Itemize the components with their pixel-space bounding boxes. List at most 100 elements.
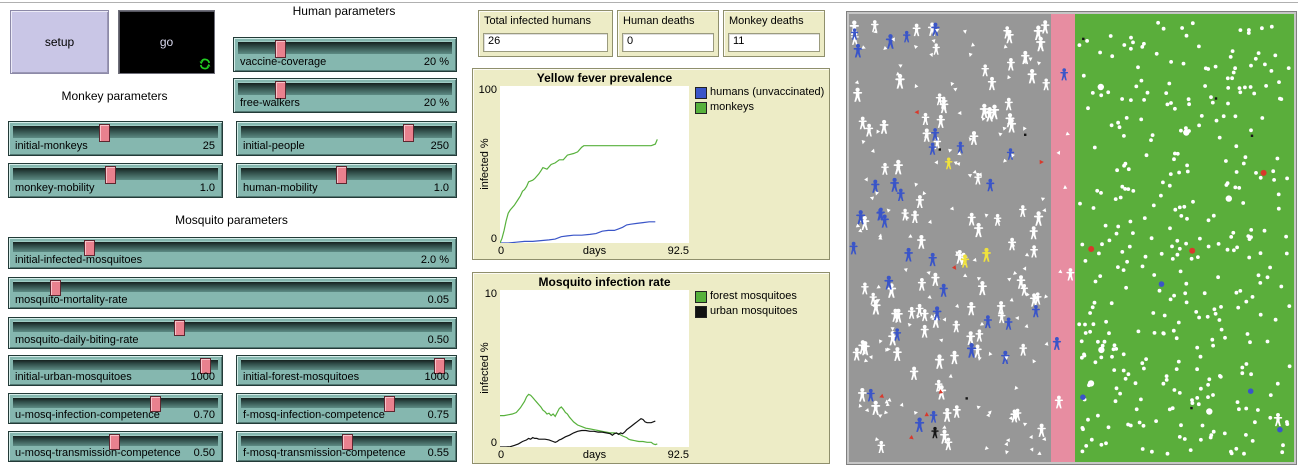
slider-handle[interactable] (109, 434, 120, 450)
agent-mosquito (1198, 236, 1202, 241)
slider-mosquito-mortality-rate[interactable]: mosquito-mortality-rate 0.05 (8, 277, 457, 309)
agent-person-white (993, 213, 1002, 226)
slider-handle[interactable] (99, 124, 110, 142)
slider-f-mosq-infection-competence[interactable]: f-mosq-infection-competence 0.75 (236, 393, 457, 424)
agent-mosquito (1077, 322, 1082, 327)
agent-infected-mosquito (951, 265, 958, 272)
agent-mosquito (1088, 311, 1092, 315)
legend-swatch (695, 101, 707, 114)
agent-mosquito (1122, 134, 1126, 138)
agent-mosquito (1080, 242, 1085, 247)
slider-handle[interactable] (384, 396, 395, 412)
agent-mosquito (1024, 252, 1031, 259)
plot-title: Yellow fever prevalence (536, 71, 673, 85)
agent-mosquito (1181, 61, 1186, 66)
agent-mosquito (1285, 422, 1290, 426)
agent-mosquito (1168, 226, 1172, 231)
x-axis-tick-min: 0 (498, 245, 505, 257)
agent-person-white (871, 400, 881, 415)
agent-mosquito (1186, 97, 1191, 102)
slider-label: u-mosq-transmission-competence (15, 447, 181, 459)
agent-mosquito (1030, 358, 1037, 364)
slider-handle[interactable] (275, 40, 286, 58)
slider-initial-infected-mosquitoes[interactable]: initial-infected-mosquitoes 2.0 % (8, 237, 457, 269)
slider-initial-urban-mosquitoes[interactable]: initial-urban-mosquitoes 1000 (8, 355, 223, 386)
agent-monkey-blue (1158, 281, 1165, 287)
agent-mosquito (1170, 244, 1174, 249)
agent-mosquito (1113, 399, 1118, 404)
slider-mosquito-daily-biting-rate[interactable]: mosquito-daily-biting-rate 0.50 (8, 317, 457, 349)
agent-mosquito (881, 46, 888, 52)
agent-mosquito (1242, 451, 1246, 456)
slider-handle[interactable] (150, 396, 161, 412)
slider-handle[interactable] (275, 81, 286, 99)
agent-mosquito (1116, 224, 1121, 229)
slider-monkey-mobility[interactable]: monkey-mobility 1.0 (8, 163, 223, 198)
slider-handle[interactable] (434, 358, 445, 374)
agent-mosquito (1187, 102, 1191, 107)
slider-handle[interactable] (84, 240, 95, 256)
agent-mosquito (1065, 131, 1071, 137)
slider-track[interactable] (13, 359, 218, 370)
slider-track[interactable] (13, 397, 218, 408)
agent-mosquito (1134, 84, 1139, 89)
slider-track[interactable] (13, 125, 218, 138)
slider-track[interactable] (13, 241, 452, 252)
agent-person-white (1066, 268, 1075, 281)
agent-mosquito (1099, 442, 1104, 447)
go-button[interactable]: go (118, 10, 215, 74)
agent-mosquito (886, 347, 891, 352)
agent-monkey (1225, 195, 1232, 202)
agent-mosquito (1140, 264, 1145, 269)
slider-label: f-mosq-infection-competence (243, 409, 385, 421)
slider-handle[interactable] (403, 124, 414, 142)
slider-free-walkers[interactable]: free-walkers 20 % (233, 78, 457, 113)
agent-mosquito (1225, 247, 1230, 252)
slider-vaccine-coverage[interactable]: vaccine-coverage 20 % (233, 37, 457, 72)
plot-yellow-fever-prevalence: Yellow fever prevalence 100 0 infected %… (472, 68, 830, 260)
setup-button-label: setup (44, 35, 75, 49)
slider-handle[interactable] (50, 280, 61, 296)
legend-label: forest mosquitoes (710, 290, 797, 302)
agent-mosquito (1170, 406, 1175, 411)
agent-mosquito (1167, 183, 1172, 188)
slider-f-mosq-transmission-competence[interactable]: f-mosq-transmission-competence 0.55 (236, 431, 457, 462)
agent-mosquito (1112, 368, 1117, 372)
slider-u-mosq-transmission-competence[interactable]: u-mosq-transmission-competence 0.50 (8, 431, 223, 462)
agent-mosquito (864, 358, 869, 364)
agent-mosquito (1205, 314, 1210, 319)
slider-initial-people[interactable]: initial-people 250 (236, 121, 457, 156)
slider-handle[interactable] (336, 166, 347, 184)
setup-button[interactable]: setup (10, 10, 109, 74)
slider-handle[interactable] (342, 434, 353, 450)
agent-mosquito (1173, 106, 1177, 111)
legend-item: urban mosquitoes (695, 304, 797, 319)
agent-monkey (1087, 380, 1095, 387)
slider-human-mobility[interactable]: human-mobility 1.0 (236, 163, 457, 198)
agent-mosquito (1258, 281, 1263, 285)
slider-u-mosq-infection-competence[interactable]: u-mosq-infection-competence 0.70 (8, 393, 223, 424)
slider-handle[interactable] (200, 358, 211, 374)
slider-handle[interactable] (105, 166, 116, 184)
slider-track[interactable] (13, 321, 452, 332)
agent-mosquito (1199, 114, 1204, 118)
slider-handle[interactable] (174, 320, 185, 336)
agent-mosquito (997, 130, 1003, 137)
slider-value: 2.0 % (420, 254, 449, 266)
slider-initial-monkeys[interactable]: initial-monkeys 25 (8, 121, 223, 156)
agent-mosquito (1110, 354, 1114, 359)
agent-person-white (881, 162, 889, 175)
monitor-value: 26 (483, 33, 608, 52)
slider-track[interactable] (241, 125, 452, 138)
slider-track[interactable] (238, 82, 452, 95)
agent-mosquito (1175, 151, 1180, 156)
slider-initial-forest-mosquitoes[interactable]: initial-forest-mosquitoes 1000 (236, 355, 457, 386)
slider-track[interactable] (238, 41, 452, 54)
slider-track[interactable] (241, 359, 452, 370)
agent-mosquito (1106, 90, 1111, 95)
agent-person-white (1006, 57, 1015, 71)
slider-track[interactable] (241, 397, 452, 408)
agent-mosquito (1126, 167, 1131, 172)
slider-track[interactable] (13, 281, 452, 292)
legend-swatch (695, 86, 707, 99)
